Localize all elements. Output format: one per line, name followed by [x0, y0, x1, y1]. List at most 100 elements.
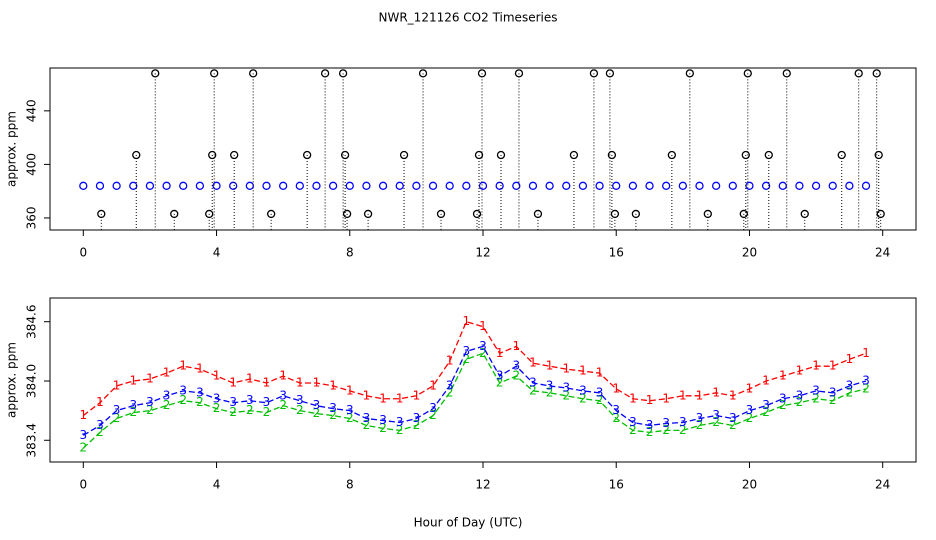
point-symbol: 1 [313, 375, 321, 389]
point-symbol: 2 [313, 406, 321, 420]
point-symbol: 3 [496, 369, 504, 383]
point-symbol: 1 [496, 346, 504, 360]
point [229, 181, 238, 190]
point-symbol: 3 [646, 418, 654, 432]
point-symbol: 3 [762, 398, 770, 412]
point [230, 150, 239, 160]
point-symbol: 1 [479, 319, 487, 333]
point-symbol: 1 [629, 391, 637, 405]
point [399, 150, 409, 160]
point [362, 181, 371, 190]
point-symbol: 2 [446, 385, 454, 399]
point [478, 181, 488, 190]
point-symbol: 1 [562, 362, 570, 376]
point-symbol: 3 [679, 415, 687, 429]
point [512, 181, 521, 190]
point-symbol: 2 [496, 375, 504, 389]
point [837, 150, 846, 160]
y-axis-title: approx. ppm [5, 342, 19, 418]
point [462, 181, 471, 190]
point [179, 181, 188, 190]
point-symbol: 1 [179, 359, 187, 373]
point [79, 181, 88, 190]
series-line [82, 352, 867, 449]
point [345, 181, 354, 190]
y-tick-label: 384.0 [25, 364, 39, 398]
point [245, 181, 254, 190]
point [129, 181, 138, 190]
point [195, 181, 205, 190]
point [545, 181, 554, 190]
point-symbol: 1 [546, 359, 554, 373]
point [811, 181, 821, 190]
point-symbol: 2 [546, 385, 554, 399]
x-tick-label: 0 [79, 246, 87, 260]
point-symbol: 3 [379, 413, 387, 427]
point-symbol: 1 [163, 366, 171, 380]
point-symbol: 2 [696, 418, 704, 432]
point-symbol: 2 [179, 393, 187, 407]
point-symbol: 2 [163, 398, 171, 412]
point [363, 209, 373, 219]
point-symbol: 3 [529, 375, 537, 389]
point-symbol: 3 [796, 388, 804, 402]
point-symbol: 3 [263, 395, 271, 409]
point-symbol: 1 [512, 339, 520, 353]
point-symbol: 1 [729, 388, 737, 402]
point-symbol: 3 [146, 395, 154, 409]
point-symbol: 3 [279, 388, 287, 402]
point [605, 69, 615, 78]
point-symbol: 2 [246, 403, 254, 417]
point [208, 150, 217, 160]
point-symbol: 3 [246, 393, 254, 407]
x-tick-label: 16 [609, 478, 624, 492]
point [741, 150, 750, 160]
point-symbol: 1 [679, 388, 687, 402]
point-symbol: 2 [712, 415, 720, 429]
x-tick-label: 4 [213, 478, 221, 492]
point [378, 181, 388, 190]
point [745, 181, 754, 190]
point [151, 69, 160, 78]
point-symbol: 3 [696, 411, 704, 425]
point-symbol: 2 [213, 401, 221, 415]
point-symbol: 1 [612, 381, 620, 395]
point-symbol: 2 [113, 411, 121, 425]
point-symbol: 2 [729, 418, 737, 432]
point-symbol: 2 [529, 383, 537, 397]
chart-title: NWR_121126 CO2 Timeseries [379, 11, 558, 25]
series-line [82, 320, 867, 417]
y-axis-title: approx. ppm [5, 111, 19, 187]
point [97, 209, 106, 219]
y-tick-label: 360 [25, 206, 39, 229]
point [205, 209, 214, 219]
point [212, 181, 221, 190]
point-symbol: 1 [579, 364, 587, 378]
point [528, 181, 538, 190]
point-symbol: 2 [862, 381, 870, 395]
point-symbol: 2 [512, 369, 520, 383]
point-symbol: 2 [79, 441, 87, 455]
point-symbol: 3 [746, 403, 754, 417]
point [876, 209, 885, 219]
point-symbol: 2 [279, 398, 287, 412]
point-symbol: 2 [596, 393, 604, 407]
point-symbol: 3 [363, 411, 371, 425]
point-symbol: 3 [779, 391, 787, 405]
point [703, 209, 712, 219]
point-symbol: 2 [762, 405, 770, 419]
point [445, 181, 454, 190]
point-symbol: 3 [546, 378, 554, 392]
point-symbol: 2 [413, 418, 421, 432]
point [607, 150, 617, 160]
point-symbol: 3 [229, 395, 237, 409]
point-symbol: 2 [379, 421, 387, 435]
point [412, 181, 421, 190]
point-symbol: 2 [463, 352, 471, 366]
point [249, 69, 258, 78]
point-symbol: 1 [263, 375, 271, 389]
point-symbol: 3 [163, 388, 171, 402]
point [95, 181, 105, 190]
x-tick-label: 4 [213, 246, 221, 260]
